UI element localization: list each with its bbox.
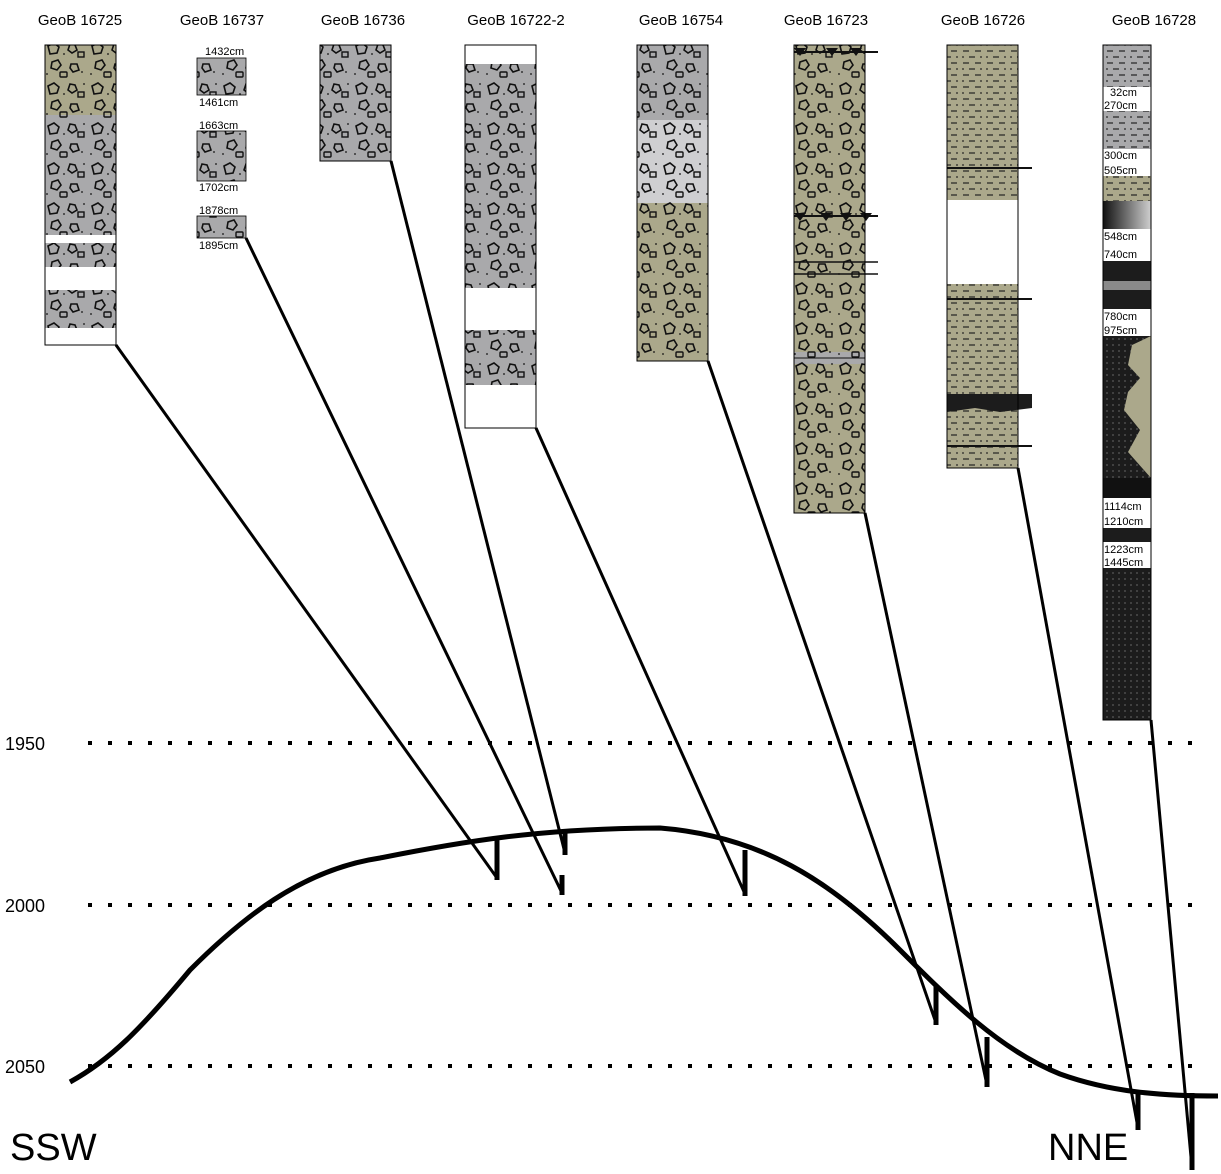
cm-label: 1210cm: [1104, 516, 1143, 528]
core-title-16725: GeoB 16725: [38, 12, 122, 29]
cm-label: 1895cm: [199, 240, 238, 252]
core-title-16737: GeoB 16737: [180, 12, 264, 29]
core-column-16737: 1432cm 1461cm 1663cm 1702cm 1878cm 1895c…: [196, 46, 247, 252]
cm-label: 300cm: [1104, 150, 1137, 162]
core-column-16726: [946, 44, 1032, 469]
core-column-16723: [793, 44, 878, 514]
core-column-16722-2: [464, 44, 537, 429]
cm-label: 1432cm: [205, 46, 244, 58]
core-title-16736: GeoB 16736: [321, 12, 405, 29]
cm-label: 1223cm: [1104, 544, 1143, 556]
cm-label: 32cm: [1110, 87, 1137, 99]
cm-label: 740cm: [1104, 249, 1137, 261]
cm-label: 548cm: [1104, 231, 1137, 243]
depth-label-2000: 2000: [5, 896, 45, 916]
depth-label-2050: 2050: [5, 1057, 45, 1077]
core-title-16728: GeoB 16728: [1112, 12, 1196, 29]
core-column-16754: [636, 44, 709, 362]
core-title-16723: GeoB 16723: [784, 12, 868, 29]
core-title-16722-2: GeoB 16722-2: [467, 12, 565, 29]
cm-label: 505cm: [1104, 165, 1137, 177]
core-site-markers: [494, 832, 1195, 1170]
cm-label: 1702cm: [199, 182, 238, 194]
direction-label-nne: NNE: [1048, 1127, 1128, 1169]
seafloor-profile: [68, 825, 1219, 1099]
cm-label: 1878cm: [199, 205, 238, 217]
cm-label: 1114cm: [1104, 501, 1142, 513]
depth-grid: 1950 2000 2050: [5, 734, 1200, 1077]
cm-label: 975cm: [1104, 325, 1137, 337]
core-column-16736: [319, 44, 392, 162]
core-title-16754: GeoB 16754: [639, 12, 723, 29]
core-titles: GeoB 16725 GeoB 16737 GeoB 16736 GeoB 16…: [38, 12, 1196, 29]
core-connectors: [114, 160, 1194, 1169]
cm-label: 270cm: [1104, 100, 1137, 112]
core-title-16726: GeoB 16726: [941, 12, 1025, 29]
depth-label-1950: 1950: [5, 734, 45, 754]
direction-label-ssw: SSW: [10, 1127, 97, 1169]
core-column-16728: 32cm 270cm 300cm 505cm 548cm 740cm 780cm…: [1102, 44, 1152, 721]
cm-label: 1663cm: [199, 120, 238, 132]
core-column-16725: [44, 44, 117, 346]
cm-label: 780cm: [1104, 311, 1137, 323]
cm-label: 1445cm: [1104, 557, 1143, 569]
cm-label: 1461cm: [199, 97, 238, 109]
